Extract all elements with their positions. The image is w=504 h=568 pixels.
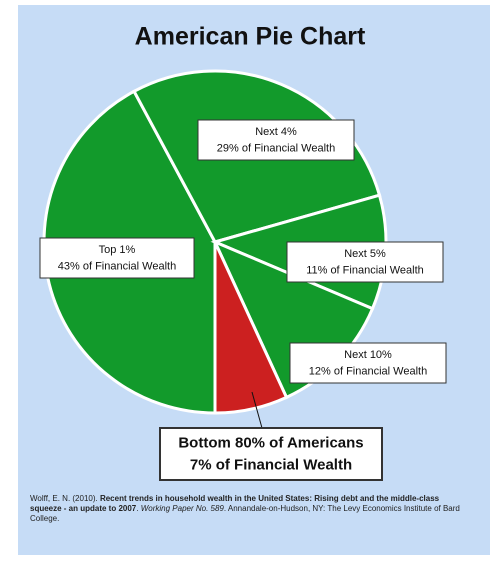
slice-label: Bottom 80% of Americans: [178, 435, 363, 452]
label-box: [39, 237, 195, 279]
label-box: [197, 119, 355, 161]
value-label: 12% of Financial Wealth: [309, 366, 427, 378]
slice-label: Next 4%: [255, 126, 297, 138]
pie-slice: [213, 241, 289, 415]
value-label: 43% of Financial Wealth: [58, 261, 176, 273]
slice-label: Top 1%: [99, 244, 136, 256]
source-text: . Annandale-on-Hudson, NY: The Levy Econ…: [30, 504, 460, 523]
slice-label: Next 10%: [344, 349, 392, 361]
source-text: Wolff, E. N. (2010).: [30, 494, 100, 503]
source-text: .: [136, 504, 141, 513]
label-box: [289, 342, 447, 384]
source-text: Recent trends in household wealth in the…: [30, 494, 440, 513]
source-note: Wolff, E. N. (2010). Recent trends in ho…: [30, 494, 470, 524]
source-text: Working Paper No. 589: [140, 504, 224, 513]
leader-line: [251, 391, 263, 429]
slice-label: Next 5%: [344, 248, 386, 260]
chart-title: American Pie Chart: [135, 23, 366, 51]
value-label: 29% of Financial Wealth: [217, 143, 335, 155]
value-label: 7% of Financial Wealth: [190, 456, 352, 473]
value-label: 11% of Financial Wealth: [306, 265, 424, 277]
label-box: [159, 427, 383, 481]
label-box: [286, 241, 444, 283]
